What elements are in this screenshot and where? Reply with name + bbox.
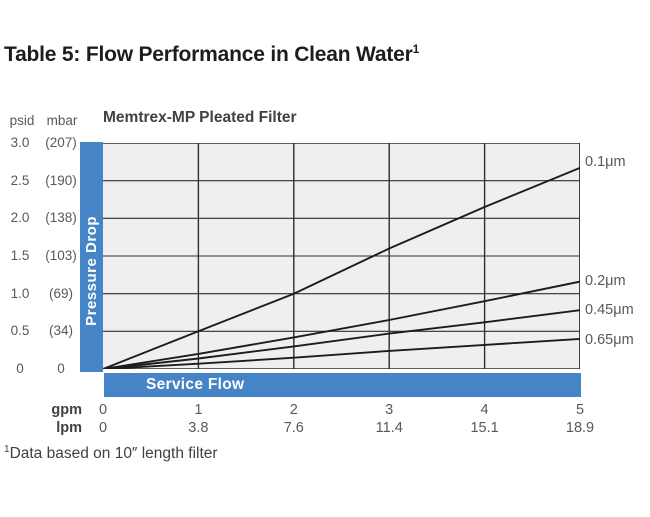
footnote-superscript: 1 <box>4 444 10 455</box>
x-tick-lpm: 3.8 <box>188 420 209 436</box>
x-axis-title: Service Flow <box>146 376 245 393</box>
x-tick-lpm: 15.1 <box>470 420 499 436</box>
y-tick-mbar: (103) <box>45 248 77 263</box>
x-tick-lpm: 18.9 <box>565 420 595 436</box>
series-line-0.1μm <box>103 166 580 369</box>
y-tick-mbar: (69) <box>48 285 73 301</box>
chart-svg <box>103 143 580 369</box>
y-tick-psid: 1.0 <box>10 285 30 301</box>
y-tick-mbar: 0 <box>57 361 65 376</box>
x-tick-gpm: 3 <box>385 402 394 418</box>
y-tick-psid: 0 <box>16 361 24 376</box>
x-unit-label-gpm: gpm <box>51 402 82 418</box>
footnote-text: Data based on 10″ length filter <box>9 445 218 463</box>
y-tick-psid: 3.0 <box>10 135 30 150</box>
series-line-0.2μm <box>103 280 580 369</box>
series-label-0.1μm: 0.1μm <box>585 153 626 170</box>
chart-heading: Memtrex-MP Pleated Filter <box>103 109 297 126</box>
plot-area <box>103 143 580 369</box>
figure-title-text: Table 5: Flow Performance in Clean Water <box>4 43 413 66</box>
y-unit-psid-label: psid <box>9 113 35 128</box>
y-tick-psid: 0.5 <box>10 323 30 339</box>
figure-title-superscript: 1 <box>412 42 420 56</box>
y-axis-title-bar: Pressure Drop <box>80 142 103 372</box>
figure-title: Table 5: Flow Performance in Clean Water… <box>4 42 419 67</box>
series-label-0.65μm: 0.65μm <box>585 331 634 348</box>
series-label-0.45μm: 0.45μm <box>585 302 634 319</box>
x-tick-gpm: 2 <box>289 402 298 418</box>
series-line-0.65μm <box>103 337 580 369</box>
x-axis-title-bar: Service Flow <box>104 373 581 397</box>
y-tick-mbar: (207) <box>45 135 77 150</box>
series-line-0.45μm <box>103 309 580 369</box>
y-tick-psid: 1.5 <box>10 248 30 263</box>
x-unit-label-lpm: lpm <box>56 420 82 436</box>
x-tick-lpm: 7.6 <box>283 420 304 436</box>
x-tick-gpm: 5 <box>575 402 585 418</box>
footnote: 1Data based on 10″ length filter <box>4 444 218 463</box>
x-tick-gpm: 4 <box>480 402 489 418</box>
x-tick-lpm: 0 <box>98 420 108 436</box>
x-tick-lpm: 11.4 <box>375 420 403 436</box>
y-tick-mbar: (138) <box>45 210 77 226</box>
y-axis-title: Pressure Drop <box>83 216 100 326</box>
y-tick-mbar: (190) <box>45 172 77 188</box>
series-label-0.2μm: 0.2μm <box>585 272 626 289</box>
x-tick-gpm: 0 <box>98 402 108 418</box>
y-tick-psid: 2.0 <box>10 210 30 226</box>
x-tick-gpm: 1 <box>194 402 203 418</box>
y-unit-mbar-label: mbar <box>46 113 78 128</box>
y-tick-mbar: (34) <box>48 323 73 339</box>
y-tick-psid: 2.5 <box>10 172 30 188</box>
